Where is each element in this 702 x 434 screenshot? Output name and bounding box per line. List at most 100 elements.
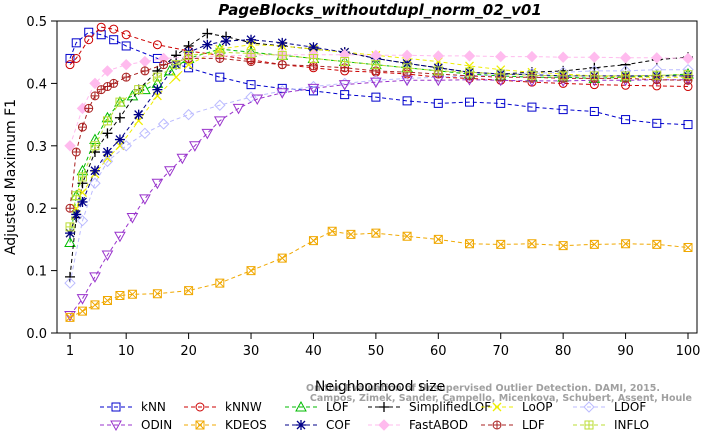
legend-label: LDF: [522, 418, 545, 432]
series-line-odin: [69, 79, 688, 316]
legend-label: INFLO: [614, 418, 649, 432]
legend-item-cof: COF: [285, 418, 351, 432]
data-point-fastabod: [526, 50, 538, 63]
data-point-odin: [151, 178, 164, 190]
data-point-kdeos: [152, 289, 162, 299]
data-point-inflo: [184, 50, 194, 60]
legend-marker: [379, 402, 389, 412]
data-point-odin: [176, 153, 189, 165]
data-point-knn: [558, 105, 568, 115]
chart-title: PageBlocks_withoutdupl_norm_02_v01: [218, 1, 542, 19]
data-point-inflo: [402, 63, 412, 73]
legend-marker: [378, 419, 390, 431]
legend-marker: [195, 420, 205, 430]
data-point-odin: [188, 141, 201, 152]
data-point-inflo: [115, 97, 125, 107]
data-point-knn: [215, 72, 225, 82]
data-point-knn: [371, 92, 381, 102]
data-point-fastabod: [432, 50, 445, 62]
series-line-knn: [69, 31, 689, 126]
data-point-cof: [77, 196, 88, 207]
data-point-fastabod: [139, 55, 151, 68]
series-line-simplifiedlof: [69, 32, 689, 277]
legend-item-odin: ODIN: [100, 418, 172, 432]
legend-item-ldf: LDF: [481, 418, 545, 432]
x-tick-label: 70: [492, 344, 509, 359]
series-line-kdeos: [69, 230, 689, 318]
data-point-kdeos: [465, 239, 475, 249]
data-point-fastabod: [651, 52, 663, 64]
plot-frame: [56, 20, 698, 334]
y-tick-label: 0.2: [26, 202, 47, 217]
data-point-kdeos: [246, 266, 256, 276]
x-tick-label: 80: [555, 344, 572, 359]
data-point-kdeos: [308, 236, 318, 246]
data-point-inflo: [277, 50, 287, 60]
data-point-lof: [64, 236, 76, 248]
data-point-simplifiedlof: [65, 271, 75, 282]
data-point-fastabod: [401, 49, 413, 62]
y-tick-label: 0.0: [26, 327, 47, 342]
data-point-fastabod: [495, 50, 507, 63]
data-point-knn: [246, 80, 256, 90]
data-point-fastabod: [120, 58, 132, 71]
data-point-cof: [65, 228, 75, 239]
data-point-knnw: [121, 30, 131, 40]
data-point-knn: [527, 102, 537, 112]
data-point-ldof: [214, 99, 226, 111]
legend-marker: [111, 402, 121, 412]
data-point-inflo: [65, 222, 75, 232]
data-point-kdeos: [527, 239, 537, 249]
legend-marker: [296, 420, 306, 430]
y-tick-label: 0.4: [26, 77, 47, 92]
data-point-knn: [652, 118, 662, 128]
data-point-inflo: [152, 72, 162, 82]
data-point-ldf: [277, 60, 287, 70]
x-tick-label: 1: [66, 344, 74, 359]
data-point-knn: [465, 97, 475, 107]
legend-label: KDEOS: [225, 418, 267, 432]
legend-item-fastabod: FastABOD: [368, 418, 468, 432]
data-point-kdeos: [215, 278, 225, 288]
data-point-knn: [96, 30, 106, 40]
data-point-odin: [251, 94, 264, 106]
data-point-odin: [89, 272, 101, 283]
data-point-ldf: [121, 72, 131, 82]
data-point-ldf: [140, 66, 150, 76]
series-odin: [64, 75, 694, 322]
legend-label: FastABOD: [409, 418, 468, 432]
data-point-odin: [276, 88, 289, 99]
x-axis: 1 10 20 30 40 50 60 70 80 90 100: [66, 333, 701, 359]
legend: kNN kNNW LOF SimplifiedLOF LoOP LDOF ODIN KDEOS…: [100, 400, 649, 432]
data-point-cof: [221, 35, 232, 46]
data-point-simplifiedlof: [102, 128, 113, 139]
data-point-inflo: [683, 70, 693, 80]
data-point-inflo: [433, 66, 443, 76]
data-point-inflo: [171, 60, 181, 70]
data-point-inflo: [589, 71, 599, 81]
data-point-knn: [121, 41, 131, 51]
data-point-cof: [71, 209, 82, 220]
legend-label: LOF: [326, 400, 349, 414]
data-point-kdeos: [277, 253, 287, 263]
data-point-inflo: [465, 67, 475, 77]
data-point-ldof: [76, 214, 89, 227]
data-point-odin: [139, 194, 151, 205]
x-tick-label: 90: [617, 344, 634, 359]
data-point-kdeos: [346, 229, 356, 239]
y-tick-label: 0.1: [26, 265, 47, 280]
legend-marker: [195, 402, 205, 412]
data-point-fastabod: [101, 65, 114, 77]
data-point-knnw: [71, 53, 81, 63]
data-point-knnw: [65, 60, 75, 70]
data-point-fastabod: [463, 50, 476, 62]
data-point-ldf: [246, 57, 256, 67]
data-point-odin: [101, 250, 114, 262]
data-point-knn: [683, 120, 693, 130]
x-tick-label: 100: [676, 344, 701, 359]
x-tick-label: 40: [305, 344, 322, 359]
legend-label: LoOP: [522, 400, 553, 414]
data-point-kdeos: [127, 289, 137, 299]
data-point-odin: [213, 116, 226, 127]
x-tick-label: 30: [243, 344, 260, 359]
